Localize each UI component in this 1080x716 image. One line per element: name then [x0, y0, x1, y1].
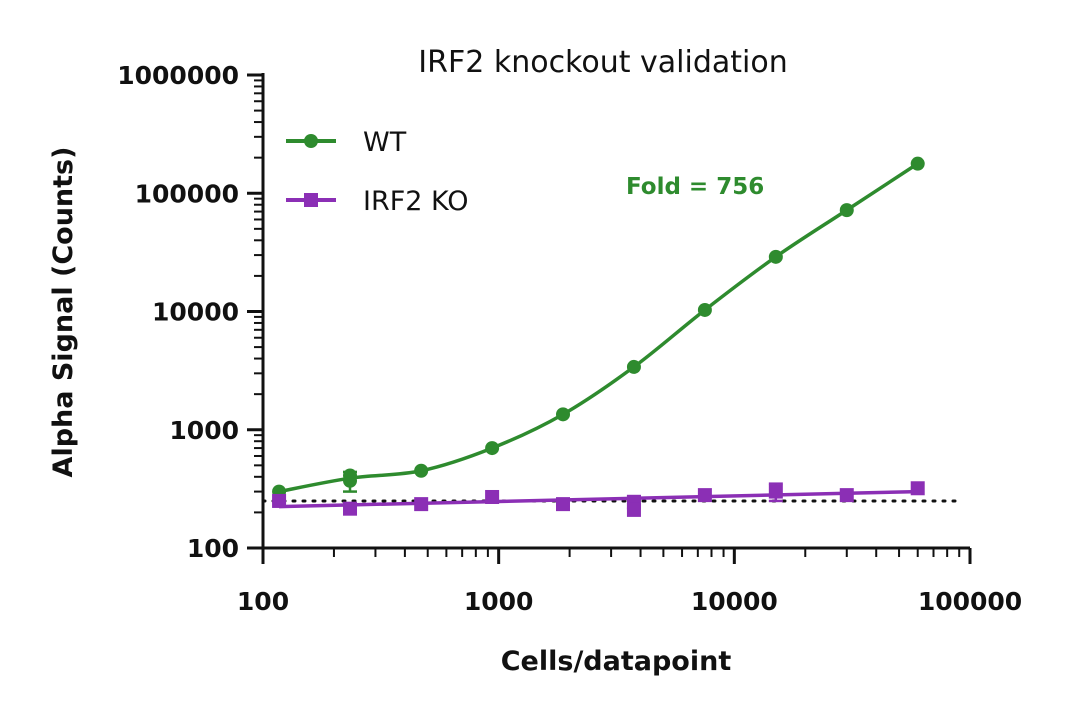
y-tick-label: 10000 [152, 298, 239, 327]
legend: WT IRF2 KO [286, 127, 469, 217]
legend-ko-marker [304, 193, 318, 207]
legend-item-wt: WT [286, 127, 407, 158]
series-wt-point [626, 359, 641, 374]
axes: 100 1000 10000 100000 1000000 100 1000 10000 100… [117, 61, 1022, 616]
legend-item-irf2-ko: IRF2 KO [286, 186, 469, 217]
series-irf2-ko-point [697, 488, 712, 503]
series-irf2-ko-point [910, 481, 925, 496]
series-irf2-ko-point [768, 484, 783, 499]
series-wt-point [485, 441, 500, 456]
series-irf2-ko-point [272, 493, 287, 508]
series-irf2-ko-point [839, 488, 854, 503]
x-tick-label: 100 [237, 587, 289, 616]
fold-annotation: Fold = 756 [626, 174, 764, 200]
series-wt-point [414, 463, 429, 478]
y-tick-label: 1000 [169, 416, 239, 445]
series-irf2-ko-point [626, 502, 641, 517]
chart-title: IRF2 knockout validation [418, 45, 787, 80]
y-axis-label: Alpha Signal (Counts) [48, 147, 79, 478]
x-tick-label: 1000 [464, 587, 534, 616]
series-wt-point [697, 302, 712, 317]
series-irf2-ko-point [485, 489, 500, 504]
series-wt-point [556, 407, 571, 422]
series-wt-point [910, 156, 925, 171]
x-tick-label: 10000 [691, 587, 778, 616]
series-wt-point [768, 249, 783, 264]
series-wt-point [839, 203, 854, 218]
series-irf2-ko-point [343, 501, 358, 516]
series-wt-point [343, 468, 358, 483]
series-irf2-ko-point [414, 497, 429, 512]
y-tick-label: 1000000 [117, 61, 239, 90]
legend-wt-label: WT [363, 127, 407, 158]
legend-wt-marker [304, 134, 318, 148]
series-wt-fit-curve [278, 162, 919, 494]
series-irf2-ko-point [556, 497, 571, 512]
legend-ko-label: IRF2 KO [363, 186, 469, 217]
y-tick-label: 100 [187, 534, 239, 563]
x-axis-label: Cells/datapoint [501, 646, 732, 677]
y-tick-label: 100000 [135, 179, 239, 208]
plot-area [261, 156, 964, 517]
series-irf2-ko-fit-line [279, 489, 918, 509]
x-tick-label: 100000 [918, 587, 1022, 616]
